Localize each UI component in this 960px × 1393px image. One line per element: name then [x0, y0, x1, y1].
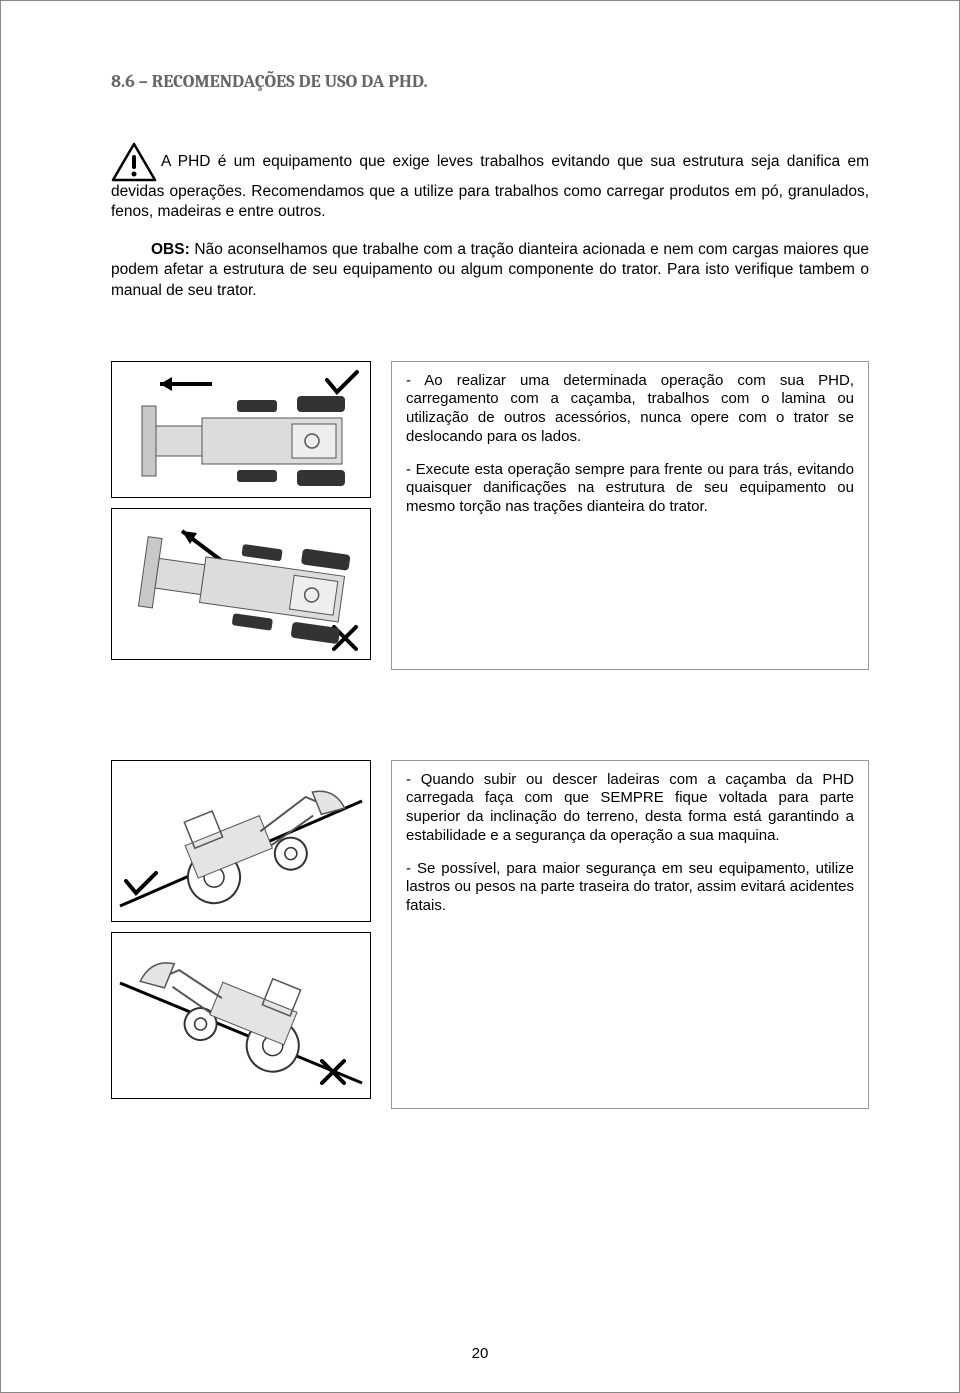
diagram-topview-correct	[111, 361, 371, 498]
page-container: 8.6 – RECOMENDAÇÕES DE USO DA PHD. A PHD…	[0, 0, 960, 1393]
diagram-col-1	[111, 361, 371, 670]
block2-p2: - Se possível, para maior segurança em s…	[406, 860, 854, 916]
diagram-sideview-wrong	[111, 932, 371, 1099]
diagram-topview-wrong	[111, 508, 371, 660]
intro-paragraph-container: A PHD é um equipamento que exige leves t…	[111, 142, 869, 301]
diagram-sideview-correct	[111, 760, 371, 922]
intro-text: A PHD é um equipamento que exige leves t…	[111, 153, 869, 220]
text-col-2: - Quando subir ou descer ladeiras com a …	[391, 760, 869, 1109]
obs-label: OBS:	[151, 241, 190, 258]
page-number: 20	[1, 1345, 959, 1362]
warning-icon	[111, 142, 157, 182]
obs-body: Não aconselhamos que trabalhe com a traç…	[111, 241, 869, 298]
obs-paragraph: OBS: Não aconselhamos que trabalhe com a…	[111, 240, 869, 300]
block2-p1: - Quando subir ou descer ladeiras com a …	[406, 771, 854, 846]
block-2: - Quando subir ou descer ladeiras com a …	[111, 760, 869, 1109]
diagram-col-2	[111, 760, 371, 1109]
block1-p1: - Ao realizar uma determinada operação c…	[406, 372, 854, 447]
text-col-1: - Ao realizar uma determinada operação c…	[391, 361, 869, 670]
block-1: - Ao realizar uma determinada operação c…	[111, 361, 869, 670]
intro-paragraph: A PHD é um equipamento que exige leves t…	[111, 142, 869, 222]
section-title: 8.6 – RECOMENDAÇÕES DE USO DA PHD.	[111, 71, 869, 92]
block1-p2: - Execute esta operação sempre para fren…	[406, 461, 854, 517]
